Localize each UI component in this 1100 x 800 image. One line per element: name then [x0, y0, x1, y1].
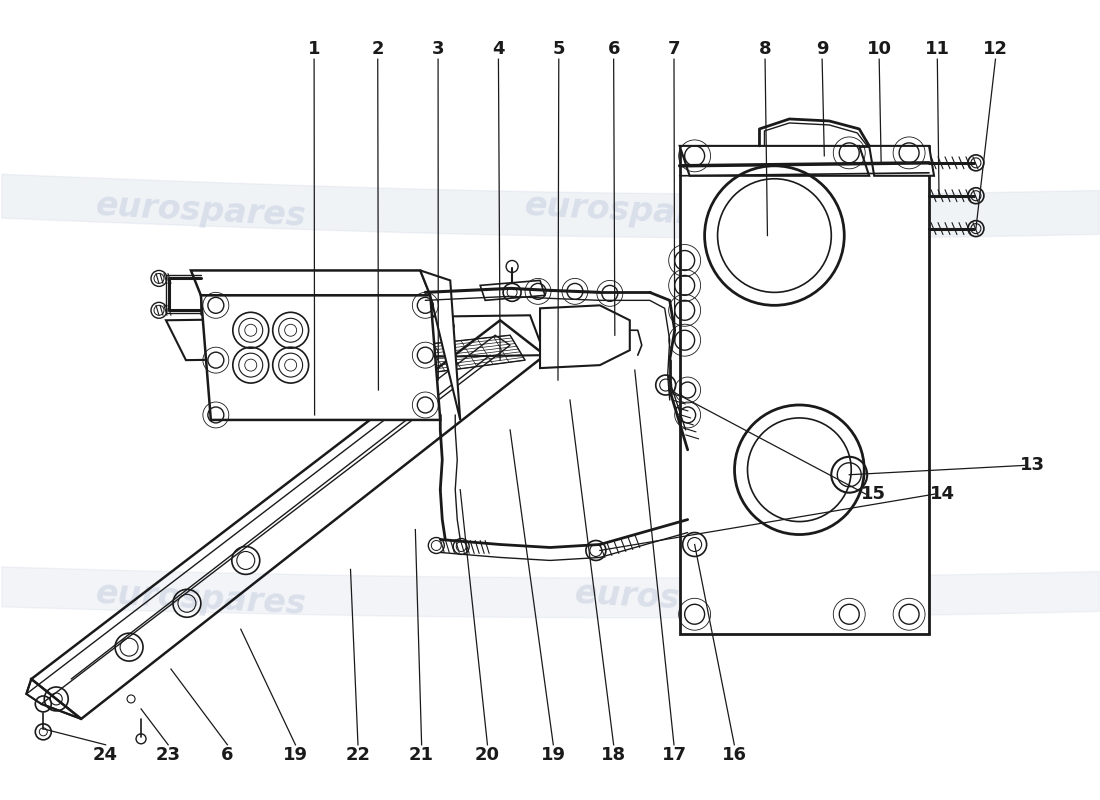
Text: 8: 8 — [759, 40, 771, 58]
Text: 1: 1 — [308, 40, 320, 58]
Text: 7: 7 — [668, 40, 680, 58]
Text: 13: 13 — [1021, 456, 1045, 474]
Text: 6: 6 — [221, 746, 233, 764]
Text: 9: 9 — [816, 40, 828, 58]
Text: 24: 24 — [94, 746, 118, 764]
Text: 19: 19 — [541, 746, 565, 764]
Text: 18: 18 — [601, 746, 626, 764]
Text: 19: 19 — [283, 746, 308, 764]
Text: 2: 2 — [372, 40, 384, 58]
Text: 12: 12 — [983, 40, 1008, 58]
Text: 16: 16 — [722, 746, 747, 764]
Text: 11: 11 — [925, 40, 949, 58]
Polygon shape — [869, 146, 934, 176]
Text: 5: 5 — [552, 40, 565, 58]
Polygon shape — [680, 146, 869, 176]
Polygon shape — [201, 295, 440, 420]
Text: 4: 4 — [492, 40, 505, 58]
Text: 20: 20 — [475, 746, 500, 764]
Text: 23: 23 — [156, 746, 180, 764]
Text: 3: 3 — [432, 40, 444, 58]
Polygon shape — [420, 270, 460, 420]
Text: eurospares: eurospares — [95, 578, 307, 622]
Text: 22: 22 — [345, 746, 371, 764]
Text: 17: 17 — [661, 746, 686, 764]
Polygon shape — [481, 281, 544, 300]
Polygon shape — [191, 270, 430, 295]
Polygon shape — [680, 146, 930, 634]
Text: 15: 15 — [861, 485, 887, 503]
Polygon shape — [540, 306, 630, 368]
Text: eurospares: eurospares — [524, 189, 736, 233]
Text: 21: 21 — [409, 746, 434, 764]
Text: eurospares: eurospares — [95, 189, 307, 233]
Text: 6: 6 — [607, 40, 620, 58]
Text: 10: 10 — [867, 40, 892, 58]
Text: 14: 14 — [931, 485, 955, 503]
Text: eurospares: eurospares — [573, 578, 785, 622]
